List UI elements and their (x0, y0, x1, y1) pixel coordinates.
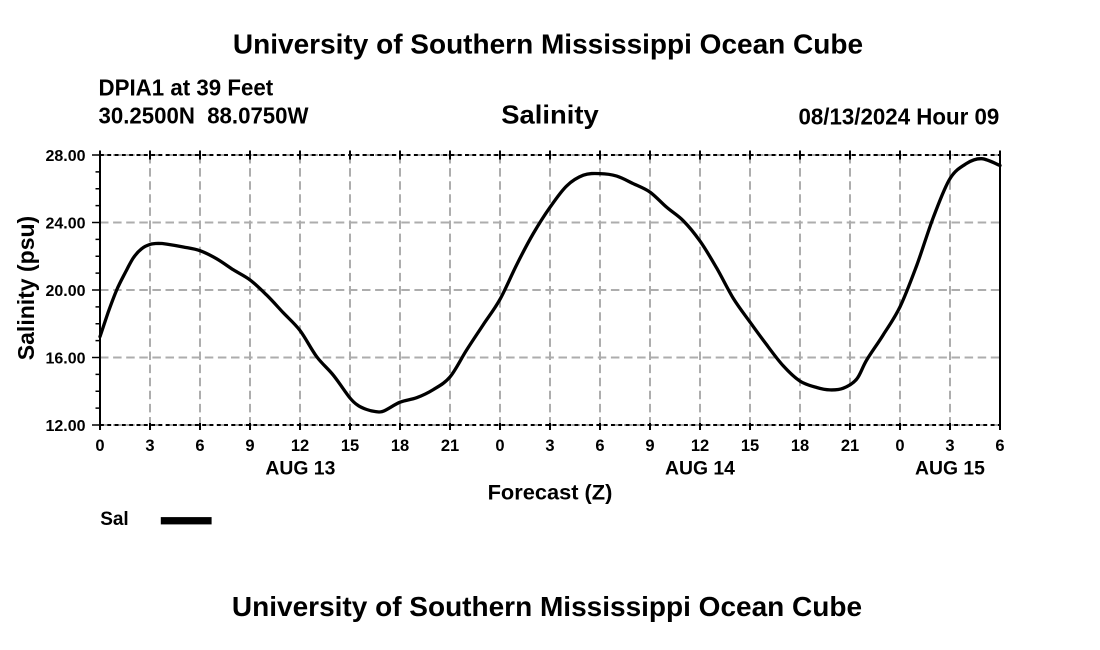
svg-text:28.00: 28.00 (45, 148, 85, 165)
svg-text:AUG 14: AUG 14 (665, 459, 735, 480)
svg-text:0: 0 (895, 437, 904, 455)
svg-text:Forecast (Z): Forecast (Z) (488, 482, 613, 505)
svg-text:6: 6 (995, 437, 1004, 455)
svg-text:0: 0 (95, 437, 104, 455)
svg-text:15: 15 (341, 437, 359, 455)
svg-text:6: 6 (595, 437, 604, 455)
svg-text:3: 3 (145, 437, 154, 455)
svg-text:AUG 15: AUG 15 (915, 459, 985, 480)
svg-text:3: 3 (545, 437, 554, 455)
svg-text:University of Southern Mississ: University of Southern Mississippi Ocean… (233, 29, 863, 60)
svg-text:15: 15 (741, 437, 759, 455)
svg-text:12: 12 (691, 437, 709, 455)
svg-text:24.00: 24.00 (45, 215, 85, 232)
svg-text:30.2500N 88.0750W: 30.2500N 88.0750W (99, 103, 309, 129)
svg-text:21: 21 (841, 437, 859, 455)
svg-text:3: 3 (945, 437, 954, 455)
svg-text:12: 12 (291, 437, 309, 455)
svg-text:21: 21 (441, 437, 459, 455)
svg-text:DPIA1 at 39 Feet: DPIA1 at 39 Feet (99, 74, 274, 100)
svg-text:AUG 13: AUG 13 (265, 459, 335, 480)
svg-text:Salinity (psu): Salinity (psu) (13, 216, 39, 360)
svg-text:18: 18 (791, 437, 809, 455)
svg-text:Salinity: Salinity (501, 100, 599, 130)
svg-text:16.00: 16.00 (45, 350, 85, 367)
svg-text:9: 9 (645, 437, 654, 455)
svg-text:9: 9 (245, 437, 254, 455)
svg-text:12.00: 12.00 (45, 418, 85, 435)
svg-text:20.00: 20.00 (45, 283, 85, 300)
svg-text:18: 18 (391, 437, 409, 455)
svg-text:08/13/2024 Hour 09: 08/13/2024 Hour 09 (799, 104, 1000, 130)
svg-text:University of Southern Mississ: University of Southern Mississippi Ocean… (232, 591, 862, 622)
svg-text:0: 0 (495, 437, 504, 455)
svg-text:6: 6 (195, 437, 204, 455)
svg-text:Sal: Sal (100, 509, 129, 530)
